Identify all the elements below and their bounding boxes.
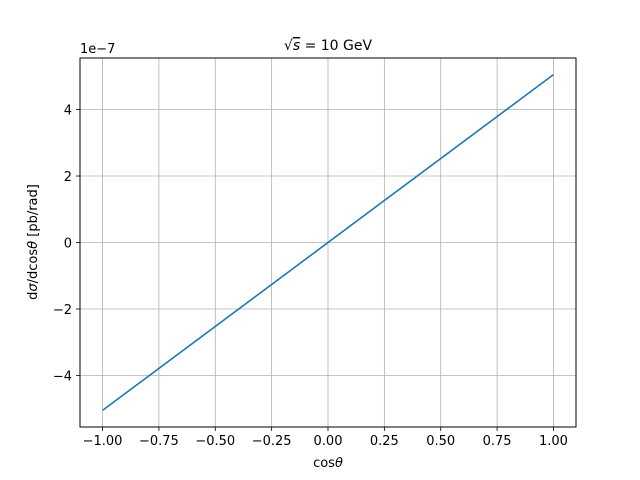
y-axis-label-suffix: [pb/rad] [26,184,41,241]
y-axis-label-d: d [26,292,41,300]
x-tick-label: −0.75 [139,434,179,449]
y-tick-label: 2 [64,170,72,185]
y-tick-label: 4 [64,104,72,119]
x-tick-label: −1.00 [83,434,123,449]
title-rest: = 10 GeV [300,38,372,54]
chart-title: √s = 10 GeV [284,38,373,54]
y-tick-label: −2 [53,303,72,318]
y-axis-label-sigma: σ [26,283,41,292]
title-radicand: s [293,38,300,54]
x-tick-label: 0.25 [370,434,399,449]
x-tick-label: 1.00 [539,434,568,449]
x-axis-label: cosθ [313,456,343,471]
x-tick-label: 0.00 [314,434,343,449]
y-axis-ticks: −4 −2 0 2 4 [53,104,80,384]
x-axis-label-symbol: θ [335,456,343,471]
x-tick-label: −0.25 [252,434,292,449]
y-tick-label: 0 [64,237,72,252]
title-sqrt-symbol: √ [284,38,293,54]
x-tick-label: −0.50 [195,434,235,449]
y-scale-label: 1e−7 [80,42,115,57]
x-axis-label-prefix: cos [313,456,335,471]
y-axis-label: dσ/dcosθ [pb/rad] [26,184,41,300]
series-layer [102,73,554,412]
y-axis-label-theta: θ [26,241,41,249]
x-tick-label: 0.75 [483,434,512,449]
y-tick-label: −4 [53,369,72,384]
series-line [102,73,554,412]
y-axis-label-middle: /dcos [26,249,41,284]
x-axis-ticks: −1.00 −0.75 −0.50 −0.25 0.00 0.25 0.50 0.75 1.00 [83,427,568,449]
x-tick-label: 0.50 [426,434,455,449]
